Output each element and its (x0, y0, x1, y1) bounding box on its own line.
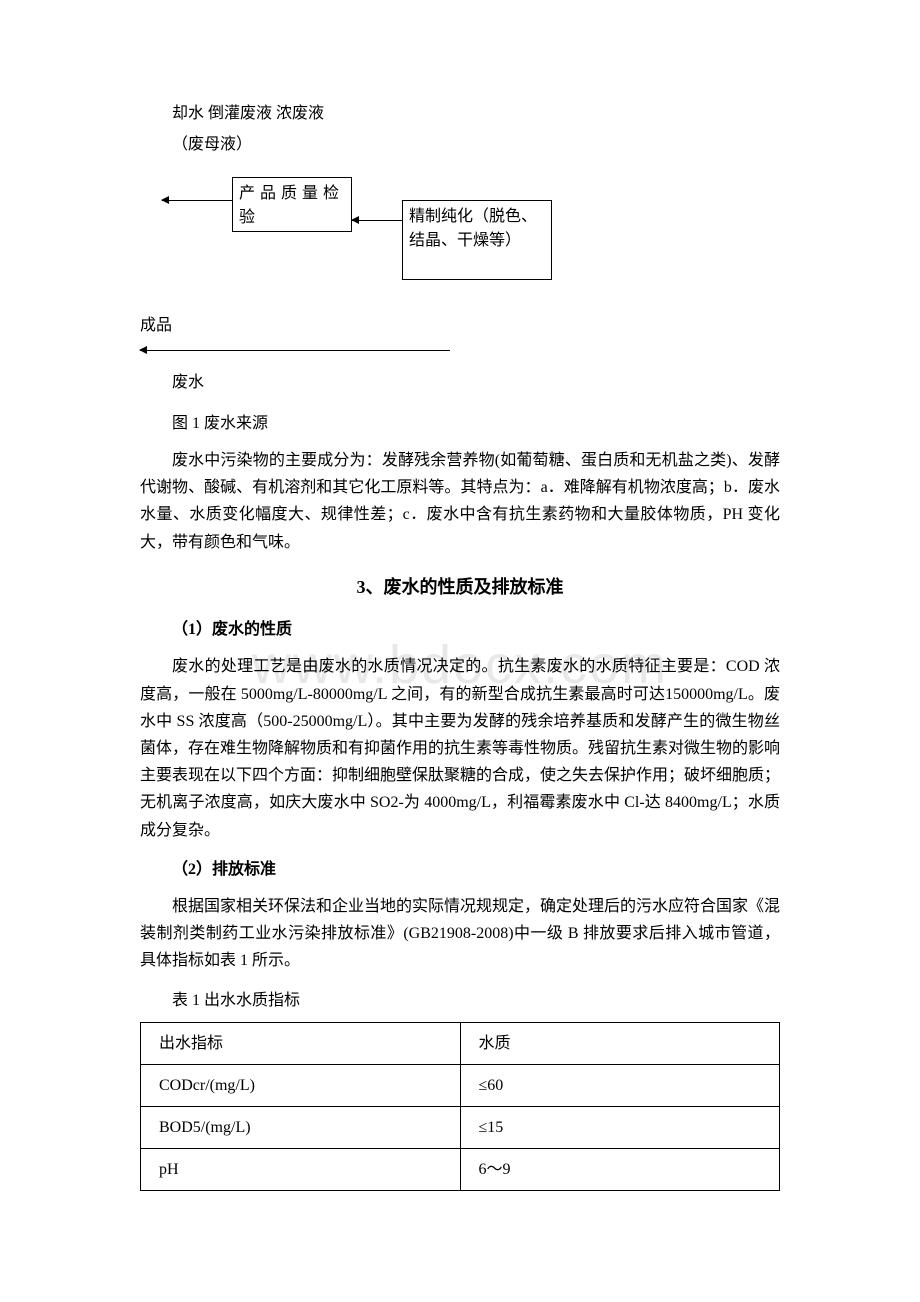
intro-line-2: （废母液） (140, 131, 780, 158)
figure-caption: 图 1 废水来源 (140, 410, 780, 437)
section-3-title: 3、废水的性质及排放标准 (140, 572, 780, 603)
intro-line-1: 却水 倒灌废液 浓废液 (140, 100, 780, 127)
document-content: 却水 倒灌废液 浓废液 （废母液） 产品质量检验 精制纯化（脱色、结晶、干燥等）… (140, 100, 780, 1191)
label-chengpin: 成品 (140, 312, 780, 339)
table-row: BOD5/(mg/L) ≤15 (141, 1107, 780, 1149)
table-header-cell: 出水指标 (141, 1022, 461, 1064)
table-cell: BOD5/(mg/L) (141, 1107, 461, 1149)
table-caption: 表 1 出水水质指标 (140, 987, 780, 1014)
arrow-left-icon (162, 200, 232, 201)
arrow-mid-icon (352, 220, 402, 221)
table-cell: pH (141, 1149, 461, 1191)
table-row: pH 6～9 (141, 1149, 780, 1191)
long-arrow-icon (140, 350, 450, 351)
label-feishui: 废水 (140, 369, 780, 396)
flowchart: 产品质量检验 精制纯化（脱色、结晶、干燥等） (172, 172, 780, 302)
flow-box-purify: 精制纯化（脱色、结晶、干燥等） (402, 200, 552, 280)
flow-box-quality: 产品质量检验 (232, 177, 352, 232)
table-header-cell: 水质 (460, 1022, 780, 1064)
table-cell: CODcr/(mg/L) (141, 1064, 461, 1106)
table-cell: ≤60 (460, 1064, 780, 1106)
table-cell: 6～9 (460, 1149, 780, 1191)
subsection-2-title: （2）排放标准 (140, 856, 780, 883)
paragraph-sub1: 废水的处理工艺是由废水的水质情况决定的。抗生素废水的水质特征主要是：COD 浓度… (140, 653, 780, 843)
table-cell: ≤15 (460, 1107, 780, 1149)
paragraph-sub2: 根据国家相关环保法和企业当地的实际情况规规定，确定处理后的污水应符合国家《混装制… (140, 893, 780, 975)
subsection-1-title: （1）废水的性质 (140, 616, 780, 643)
paragraph-1: 废水中污染物的主要成分为：发酵残余营养物(如葡萄糖、蛋白质和无机盐之类)、发酵代… (140, 447, 780, 556)
table-row: CODcr/(mg/L) ≤60 (141, 1064, 780, 1106)
table-row: 出水指标 水质 (141, 1022, 780, 1064)
water-quality-table: 出水指标 水质 CODcr/(mg/L) ≤60 BOD5/(mg/L) ≤15… (140, 1022, 780, 1192)
